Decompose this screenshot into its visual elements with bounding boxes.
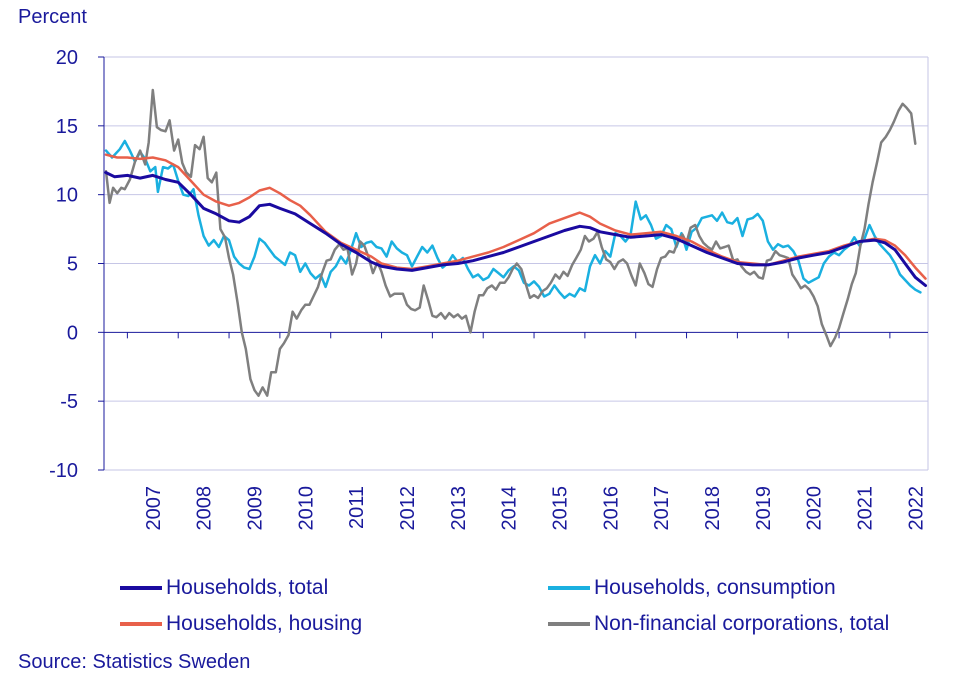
legend-item-non-financial-corporations: Non-financial corporations, total: [548, 612, 889, 636]
x-tick-label: 2016: [600, 486, 622, 531]
y-tick-label: -5: [60, 391, 78, 413]
x-tick-label: 2014: [499, 486, 521, 531]
x-tick-label: 2019: [753, 486, 775, 531]
legend-item-households-housing: Households, housing: [120, 612, 362, 636]
legend-item-households-consumption: Households, consumption: [548, 576, 836, 600]
source-note: Source: Statistics Sweden: [18, 651, 251, 673]
x-tick-label: 2012: [397, 486, 419, 531]
legend: Households, total Households, consumptio…: [0, 568, 965, 648]
legend-item-households-total: Households, total: [120, 576, 328, 600]
y-tick-label: 5: [67, 254, 78, 276]
x-axis: 2007 2008 2009 2010 2011 2012 2013 2014 2015 2016…: [103, 57, 928, 531]
series-line-non-financial-corporations-total: [104, 88, 917, 397]
series-line-households-total: [104, 171, 927, 287]
x-tick-label: 2008: [194, 486, 216, 531]
y-axis-ticks: -10 -5 0 5 10 15 20: [49, 47, 104, 482]
series-lines: [104, 88, 927, 397]
x-tick-label: 2017: [651, 486, 673, 531]
x-tick-label: 2009: [244, 486, 266, 531]
legend-swatch: [548, 586, 590, 590]
legend-swatch: [548, 622, 590, 626]
x-tick-label: 2007: [143, 486, 165, 531]
y-tick-label: 10: [56, 185, 78, 207]
legend-label: Households, consumption: [594, 576, 836, 599]
y-axis-title: Percent: [18, 6, 87, 28]
legend-label: Non-financial corporations, total: [594, 612, 890, 635]
x-tick-label: 2010: [295, 486, 317, 531]
legend-label: Households, housing: [166, 612, 363, 635]
y-tick-label: 0: [67, 322, 78, 344]
legend-swatch: [120, 586, 162, 590]
legend-swatch: [120, 622, 162, 626]
x-tick-label: 2018: [702, 486, 724, 531]
y-tick-label: 20: [56, 47, 78, 69]
x-tick-label: 2021: [854, 486, 876, 531]
x-tick-label: 2011: [346, 486, 368, 529]
gridlines: [104, 56, 929, 471]
x-tick-label: 2015: [549, 486, 571, 531]
legend-label: Households, total: [166, 576, 329, 599]
y-tick-label: 15: [56, 116, 78, 138]
x-tick-label: 2013: [448, 486, 470, 531]
x-tick-label: 2020: [804, 486, 826, 531]
y-tick-label: -10: [49, 460, 78, 482]
x-tick-label: 2022: [905, 486, 927, 531]
